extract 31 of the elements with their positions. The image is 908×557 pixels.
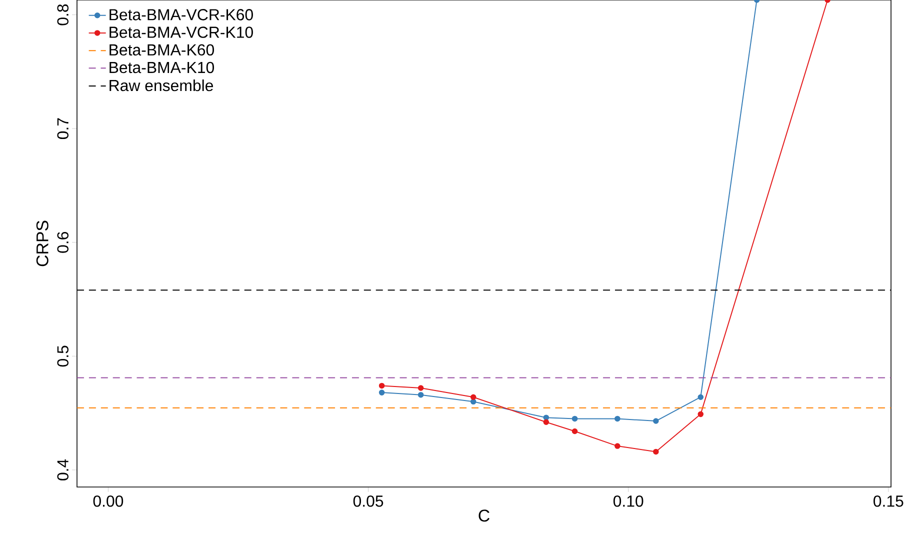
x-tick-label: 0.00 (93, 496, 124, 507)
point (378, 390, 385, 396)
point (614, 443, 620, 449)
y-tick-label: 0.5 (57, 346, 68, 367)
y-tick-label: 0.7 (57, 118, 68, 140)
legend-label: Beta-BMA-VCR-K60 (110, 9, 253, 20)
y-axis-title: CRPS (36, 220, 48, 266)
point (543, 419, 550, 426)
point (418, 385, 424, 391)
point (698, 411, 704, 418)
point (653, 418, 659, 424)
x-axis-title: C (478, 510, 490, 522)
x-tick-label: 0.15 (874, 496, 904, 507)
point (470, 394, 476, 400)
point (418, 392, 424, 398)
y-tick-label: 0.4 (57, 459, 68, 480)
x-tick-label: 0.10 (613, 496, 644, 507)
legend-label: Beta-BMA-K10 (110, 62, 214, 74)
legend-label: Beta-BMA-VCR-K10 (110, 26, 253, 38)
x-tick-label: 0.05 (353, 496, 384, 507)
point (614, 416, 620, 422)
point (572, 428, 578, 434)
point (543, 414, 550, 420)
legend-label: Beta-BMA-K60 (110, 44, 214, 56)
y-tick-label: 0.6 (57, 232, 68, 253)
legend-label: Raw ensemble (110, 79, 214, 92)
point (378, 382, 385, 389)
point (653, 448, 659, 455)
point (572, 416, 578, 422)
y-tick-label: 0.8 (57, 4, 68, 26)
point (698, 394, 704, 400)
